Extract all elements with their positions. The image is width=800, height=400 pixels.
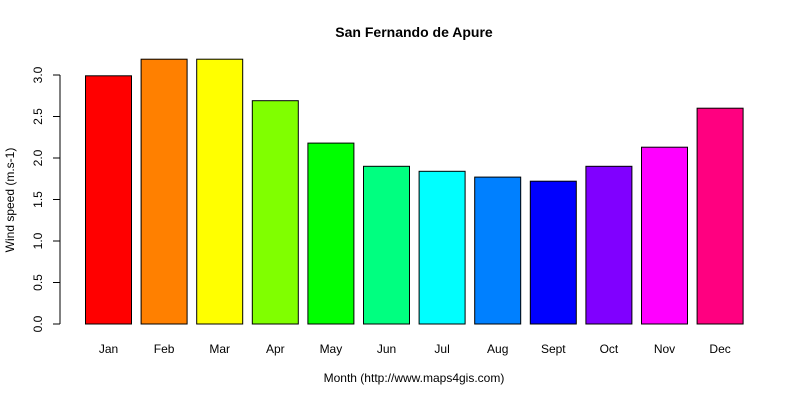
y-tick-label: 0.5 [31, 274, 45, 291]
y-tick-label: 0.0 [31, 315, 45, 332]
x-tick-label: Jun [377, 342, 396, 356]
x-tick-label: Jan [99, 342, 118, 356]
x-tick-label: Sept [541, 342, 566, 356]
bar-oct [585, 165, 633, 325]
x-tick-label: Mar [209, 342, 230, 356]
x-tick-label: Jul [434, 342, 449, 356]
x-tick-label: Nov [654, 342, 675, 356]
bar-jul [418, 170, 466, 325]
y-axis: 0.0 0.5 1.0 1.5 2.0 2.5 3.0 [31, 66, 61, 332]
x-axis-title: Month (http://www.maps4gis.com) [324, 371, 505, 385]
x-tick-label: Apr [266, 342, 285, 356]
x-tick-label: May [320, 342, 343, 356]
bar-apr [251, 100, 299, 325]
x-tick-label: Dec [709, 342, 730, 356]
chart-title: San Fernando de Apure [335, 24, 493, 40]
bar-aug [474, 176, 522, 325]
x-tick-label: Feb [154, 342, 175, 356]
x-tick-label: Oct [600, 342, 619, 356]
bar-sept [529, 180, 577, 325]
y-tick-label: 2.5 [31, 108, 45, 125]
y-tick-label: 2.0 [31, 149, 45, 166]
y-tick-label: 1.5 [31, 191, 45, 208]
bar-may [307, 142, 355, 325]
bar-nov [641, 146, 688, 325]
y-tick-label: 3.0 [31, 66, 45, 83]
bar-feb [140, 58, 188, 325]
bar-mar [196, 58, 244, 325]
bar-jan [85, 75, 132, 325]
bars-group [85, 58, 744, 325]
bar-dec [696, 107, 744, 325]
x-axis-labels: Jan Feb Mar Apr May Jun Jul Aug Sept Oct Nov Dec [99, 342, 731, 356]
y-tick-label: 1.0 [31, 232, 45, 249]
x-tick-label: Aug [487, 342, 508, 356]
bar-jun [363, 165, 410, 325]
y-axis-title: Wind speed (m.s-1) [3, 148, 17, 253]
